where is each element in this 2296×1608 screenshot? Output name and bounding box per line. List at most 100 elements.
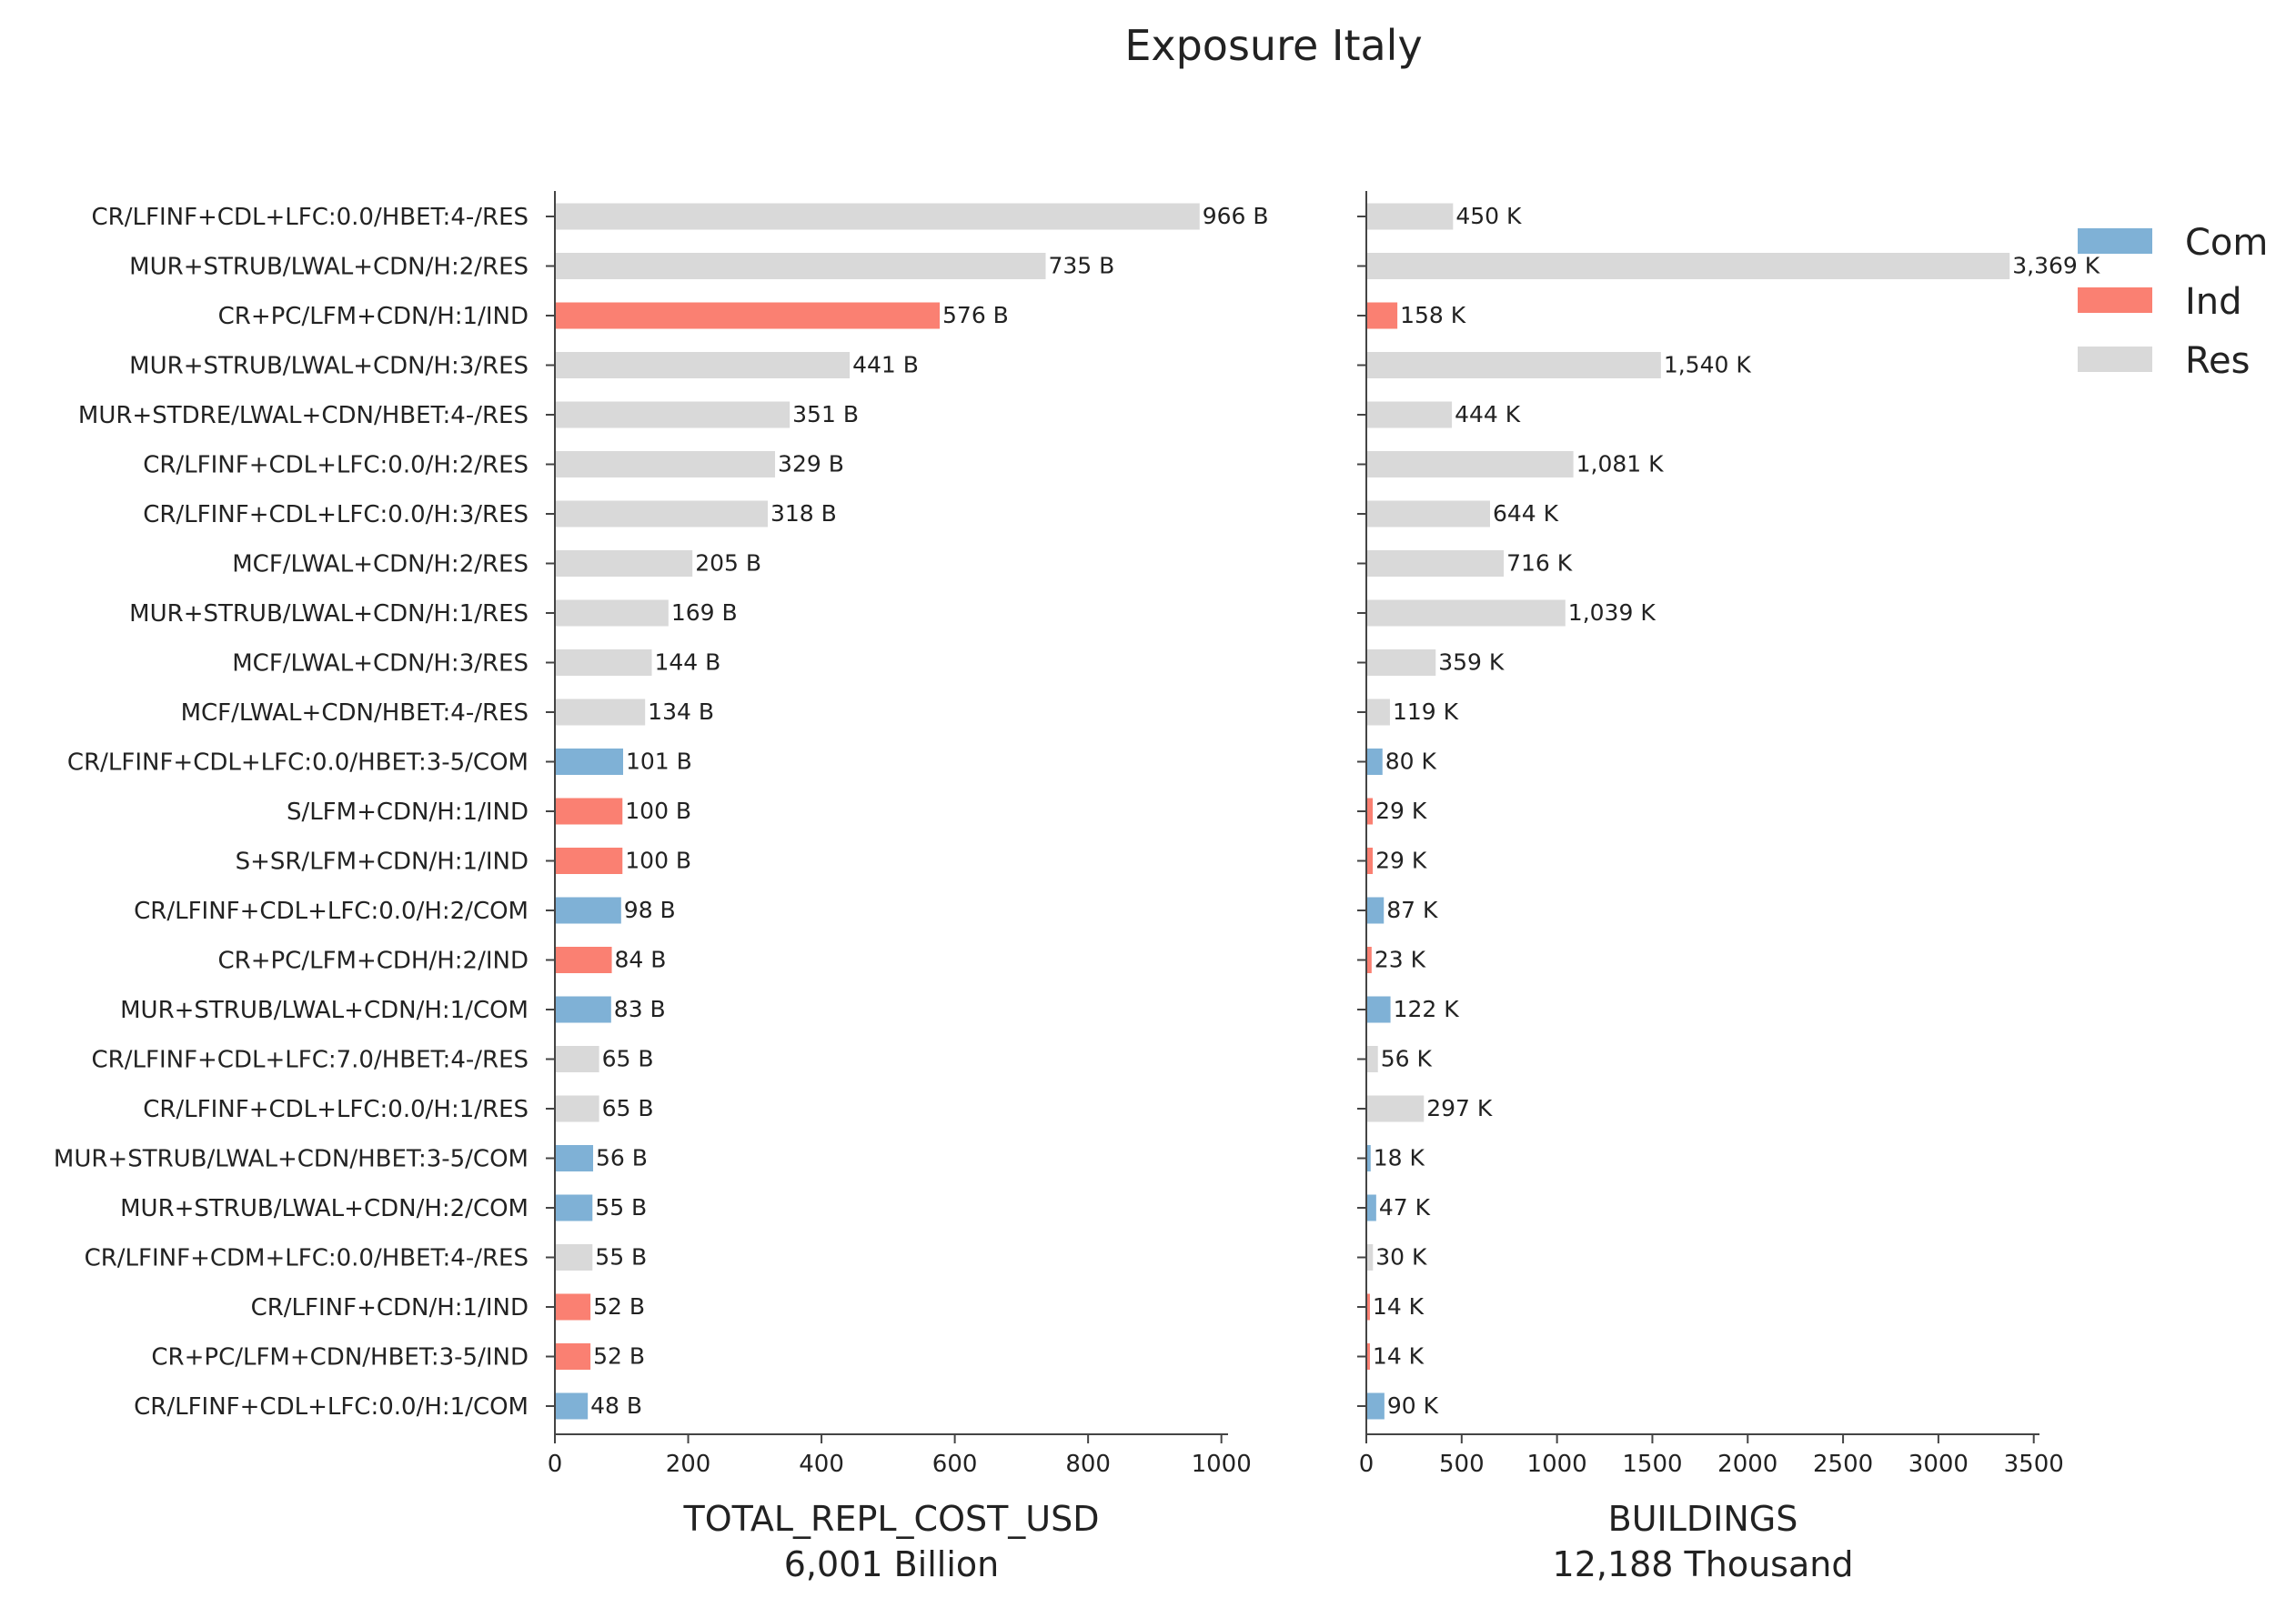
legend-swatch-ind xyxy=(2078,287,2152,313)
buildings-value-label: 30 K xyxy=(1375,1244,1427,1271)
buildings-axis-label: BUILDINGS xyxy=(1608,1499,1798,1539)
buildings-bar xyxy=(1367,352,1661,378)
buildings-bar xyxy=(1367,1392,1385,1420)
category-label: S/LFM+CDN/H:1/IND xyxy=(287,799,529,826)
category-label: MCF/LWAL+CDN/H:3/RES xyxy=(232,650,529,678)
cost-value-label: 329 B xyxy=(778,451,844,477)
category-label: MCF/LWAL+CDN/H:2/RES xyxy=(232,551,529,578)
buildings-bar xyxy=(1367,996,1391,1023)
buildings-value-label: 444 K xyxy=(1455,401,1521,427)
x-tick-label: 1000 xyxy=(1527,1451,1587,1478)
buildings-value-label: 450 K xyxy=(1455,203,1522,229)
cost-value-label: 100 B xyxy=(625,848,691,874)
cost-panel: 966 B CR/LFINF+CDL+LFC:0.0/HBET:4-/RES 735… xyxy=(54,191,1269,1584)
cost-bar xyxy=(556,749,623,775)
cost-value-label: 351 B xyxy=(792,401,859,427)
cost-value-label: 144 B xyxy=(655,649,721,676)
category-label: CR/LFINF+CDL+LFC:0.0/HBET:3-5/COM xyxy=(67,749,529,777)
buildings-bar xyxy=(1367,451,1574,477)
buildings-value-label: 644 K xyxy=(1493,500,1559,527)
cost-bar xyxy=(556,302,941,329)
buildings-value-label: 18 K xyxy=(1374,1145,1425,1171)
cost-bar xyxy=(556,1095,599,1122)
buildings-bar xyxy=(1367,1095,1425,1122)
cost-value-label: 98 B xyxy=(624,897,676,923)
buildings-bar xyxy=(1367,599,1566,627)
buildings-bar xyxy=(1367,500,1491,528)
buildings-bar xyxy=(1367,1244,1374,1271)
cost-bar xyxy=(556,1046,599,1072)
category-label: CR/LFINF+CDL+LFC:0.0/H:1/COM xyxy=(134,1393,529,1421)
cost-bar xyxy=(556,1145,594,1171)
buildings-total-label: 12,188 Thousand xyxy=(1553,1544,1854,1584)
category-label: MUR+STRUB/LWAL+CDN/H:2/RES xyxy=(129,254,529,281)
x-tick-label: 0 xyxy=(1359,1451,1375,1478)
cost-bar xyxy=(556,1343,591,1370)
cost-value-label: 55 B xyxy=(595,1244,647,1271)
cost-value-label: 134 B xyxy=(648,698,714,725)
buildings-bar xyxy=(1367,649,1436,676)
buildings-value-label: 297 K xyxy=(1426,1095,1493,1121)
cost-value-label: 101 B xyxy=(626,749,692,775)
category-label: MUR+STDRE/LWAL+CDN/HBET:4-/RES xyxy=(78,402,529,429)
cost-bar xyxy=(556,897,621,924)
cost-value-label: 441 B xyxy=(852,352,919,378)
buildings-value-label: 90 K xyxy=(1387,1392,1439,1419)
cost-value-label: 52 B xyxy=(593,1293,645,1320)
buildings-value-label: 1,081 K xyxy=(1576,451,1665,477)
cost-value-label: 56 B xyxy=(596,1145,648,1171)
buildings-value-label: 80 K xyxy=(1385,749,1437,775)
category-label: CR/LFINF+CDL+LFC:7.0/HBET:4-/RES xyxy=(92,1047,529,1074)
cost-bar xyxy=(556,352,851,378)
buildings-value-label: 56 K xyxy=(1381,1046,1433,1072)
cost-bar xyxy=(556,848,623,874)
legend-label-ind: Ind xyxy=(2185,281,2242,323)
cost-value-label: 65 B xyxy=(602,1046,654,1072)
buildings-bar xyxy=(1367,1293,1370,1321)
cost-bar xyxy=(556,649,652,676)
cost-value-label: 84 B xyxy=(615,947,667,973)
buildings-bar xyxy=(1367,1194,1376,1221)
cost-bar xyxy=(556,1194,593,1221)
category-label: CR/LFINF+CDL+LFC:0.0/H:3/RES xyxy=(143,501,529,528)
cost-value-label: 576 B xyxy=(942,302,1009,328)
buildings-bar xyxy=(1367,203,1454,230)
cost-bar xyxy=(556,203,1200,230)
buildings-bar xyxy=(1367,302,1398,329)
cost-bar xyxy=(556,500,768,528)
buildings-bar xyxy=(1367,1046,1378,1072)
buildings-value-label: 122 K xyxy=(1394,996,1460,1022)
category-label: CR/LFINF+CDM+LFC:0.0/HBET:4-/RES xyxy=(85,1245,529,1272)
buildings-value-label: 29 K xyxy=(1375,798,1427,824)
buildings-bar xyxy=(1367,698,1390,726)
category-label: CR/LFINF+CDL+LFC:0.0/H:1/RES xyxy=(143,1096,529,1123)
buildings-value-label: 23 K xyxy=(1375,947,1426,973)
buildings-bar xyxy=(1367,848,1374,874)
cost-bar xyxy=(556,451,776,477)
cost-value-label: 318 B xyxy=(770,500,837,527)
cost-value-label: 169 B xyxy=(671,599,738,626)
buildings-panel: 450 K 3,369 K 158 K 1,540 K 444 K 1,081 K 644 … xyxy=(1357,191,2100,1584)
cost-bar xyxy=(556,550,693,577)
x-tick-label: 3000 xyxy=(1908,1451,1969,1478)
cost-value-label: 735 B xyxy=(1049,253,1115,279)
cost-bar xyxy=(556,996,611,1023)
buildings-value-label: 29 K xyxy=(1375,848,1427,874)
buildings-value-label: 1,540 K xyxy=(1664,352,1752,378)
buildings-value-label: 87 K xyxy=(1386,897,1438,923)
x-tick-label: 500 xyxy=(1439,1451,1485,1478)
category-label: MUR+STRUB/LWAL+CDN/H:1/RES xyxy=(129,600,529,628)
x-tick-label: 3500 xyxy=(2004,1451,2064,1478)
legend-label-res: Res xyxy=(2185,340,2250,382)
legend-swatch-res xyxy=(2078,347,2152,372)
cost-bar xyxy=(556,253,1046,279)
buildings-bar xyxy=(1367,897,1385,924)
cost-value-label: 205 B xyxy=(695,550,761,577)
buildings-value-label: 1,039 K xyxy=(1568,599,1657,626)
cost-bar xyxy=(556,798,623,825)
chart-title: Exposure Italy xyxy=(1124,21,1422,70)
buildings-bar xyxy=(1367,1145,1371,1171)
buildings-bar xyxy=(1367,749,1383,775)
buildings-bar xyxy=(1367,798,1374,825)
